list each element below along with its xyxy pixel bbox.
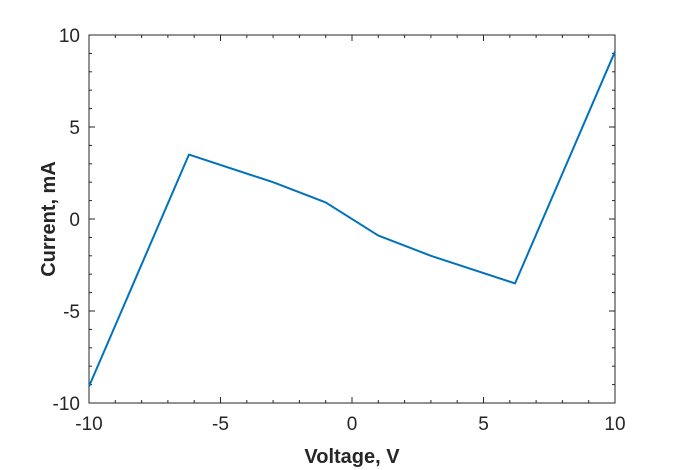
axis-ticks [88, 34, 616, 404]
x-tick-label: -10 [75, 414, 102, 435]
y-tick-label: 0 [69, 210, 80, 231]
y-tick-label: -5 [63, 302, 80, 323]
series-line [88, 51, 616, 387]
y-tick-label: 10 [59, 26, 80, 47]
y-axis-title: Current, mA [38, 161, 60, 277]
tick-labels: -10 -5 0 5 10 -10 -5 0 5 10 [53, 26, 626, 435]
y-tick-label: 5 [69, 118, 80, 139]
y-tick-label: -10 [53, 394, 80, 415]
series-layer [88, 51, 616, 387]
x-tick-label: 5 [478, 414, 489, 435]
x-tick-label: 0 [347, 414, 358, 435]
x-axis-title: Voltage, V [304, 446, 400, 468]
x-tick-label: 10 [604, 414, 625, 435]
x-tick-label: -5 [212, 414, 229, 435]
